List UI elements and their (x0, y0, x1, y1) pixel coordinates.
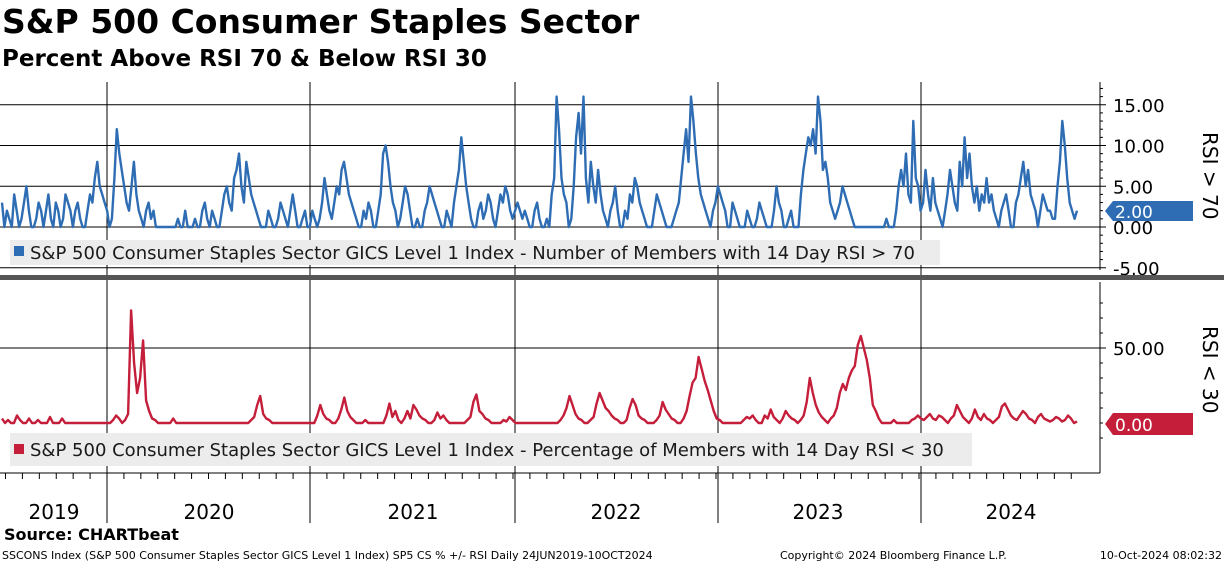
upper-tick-label: 15.00 (1113, 96, 1165, 117)
lower-axis-label: RSI < 30 (1198, 326, 1222, 413)
lower-legend-swatch (14, 444, 24, 454)
upper-legend-box (10, 240, 940, 265)
lower-last-value-label: 0.00 (1115, 416, 1153, 436)
x-tick-label: 2024 (986, 500, 1037, 524)
x-tick-label: 2021 (388, 500, 439, 524)
panel-separator (0, 275, 1224, 280)
upper-tick-label: -5.00 (1113, 259, 1160, 280)
x-tick-label: 2020 (184, 500, 235, 524)
upper-tick-label: 0.00 (1113, 218, 1153, 239)
lower-last-value-tag (1105, 413, 1193, 435)
upper-series-line (0, 95, 1079, 229)
chart-title: S&P 500 Consumer Staples Sector (2, 2, 640, 41)
upper-last-value-tag (1105, 201, 1193, 221)
upper-tick-label: 5.00 (1113, 177, 1153, 198)
source-note: Source: CHARTbeat (4, 525, 179, 544)
footer-timestamp: 10-Oct-2024 08:02:32 (1099, 549, 1222, 562)
upper-legend-swatch (14, 246, 24, 256)
lower-y-axis: 50.00 (1100, 302, 1165, 439)
upper-axis-label: RSI > 70 (1198, 132, 1222, 219)
x-tick-label: 2019 (29, 500, 80, 524)
lower-tick-label: 50.00 (1113, 339, 1165, 360)
lower-legend-text: S&P 500 Consumer Staples Sector GICS Lev… (30, 440, 944, 461)
footer-copyright: Copyright© 2024 Bloomberg Finance L.P. (780, 549, 1007, 562)
lower-legend-box (10, 433, 972, 466)
x-tick-label: 2022 (591, 500, 642, 524)
lower-series-line (1, 309, 1078, 425)
upper-series (0, 95, 1079, 229)
x-tick-label: 2023 (793, 500, 844, 524)
footer-description: SSCONS Index (S&P 500 Consumer Staples S… (2, 549, 653, 562)
upper-last-value-label: 2.00 (1115, 203, 1153, 223)
chart-subtitle: Percent Above RSI 70 & Below RSI 30 (2, 46, 487, 72)
upper-y-axis: 15.00 10.00 5.00 0.00 -5.00 (1100, 87, 1165, 280)
upper-legend-text: S&P 500 Consumer Staples Sector GICS Lev… (30, 243, 915, 264)
lower-series (1, 309, 1078, 425)
upper-tick-label: 10.00 (1113, 137, 1165, 158)
x-axis: 2019 2020 2021 2022 2023 2024 (5, 473, 1072, 524)
